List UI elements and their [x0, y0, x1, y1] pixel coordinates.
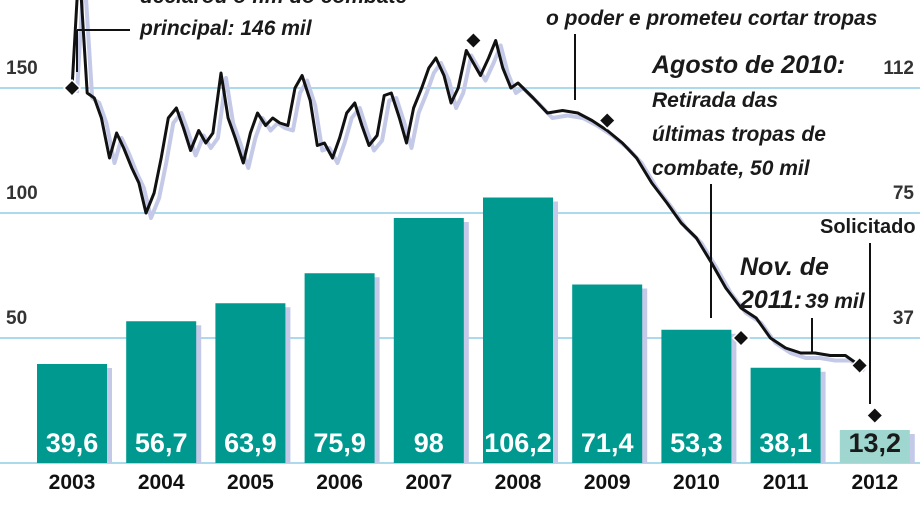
bar-value-label: 106,2: [484, 428, 552, 458]
marker: [731, 328, 751, 348]
annotations: declarou o fim do combate principal: 146…: [76, 0, 916, 404]
right-tick-label: 37: [893, 308, 914, 329]
troop-line-layer: [70, 0, 866, 373]
right-tick-label: 75: [893, 183, 915, 204]
bar-2007: [393, 218, 464, 463]
bar-value-label: 13,2: [849, 428, 902, 458]
bar-value-label: 98: [414, 428, 444, 458]
x-tick-label: 2011: [763, 471, 809, 494]
bar-2003: [37, 364, 107, 463]
bar-2010: [661, 329, 732, 463]
x-tick-label: 2008: [495, 471, 542, 494]
left-tick-label: 50: [6, 308, 27, 329]
bar-value-label: 53,3: [670, 428, 723, 458]
bar-2004: [126, 321, 197, 463]
x-tick-label: 2007: [405, 471, 452, 494]
bar-value-label: 71,4: [581, 428, 634, 458]
annotation-3-body-1: Retirada das: [652, 89, 778, 112]
annotation-4-title-2: 2011:: [739, 286, 802, 314]
x-tick-label: 2012: [851, 471, 898, 494]
bar-2006: [304, 273, 375, 463]
marker: [598, 111, 617, 130]
annotation-4-title-1: Nov. de: [740, 253, 829, 281]
annotation-3-body-3: combate, 50 mil: [652, 157, 811, 180]
right-tick-label: 112: [883, 58, 914, 79]
annotation-2-body: o poder e prometeu cortar tropas: [546, 7, 877, 30]
bar-2005: [215, 303, 286, 463]
annotation-1-title: declarou o fim do combate: [140, 0, 408, 8]
annotation-5: Solicitado: [820, 216, 916, 238]
bar-value-label: 39,6: [46, 428, 99, 458]
markers: [62, 31, 884, 425]
annotation-4-body: 39 mil: [805, 290, 866, 313]
bars: 39,6 2003 56,7 2004 63,9 2005 75,9 2006 98 2007 10…: [37, 197, 915, 494]
marker: [62, 78, 82, 98]
bar-value-label: 38,1: [759, 428, 812, 458]
bar-2012: [839, 430, 910, 463]
annotation-3-title: Agosto de 2010:: [651, 51, 845, 79]
x-tick-label: 2004: [138, 471, 185, 494]
marker: [464, 31, 483, 50]
x-tick-label: 2009: [584, 471, 631, 494]
x-tick-label: 2006: [316, 471, 363, 494]
bar-value-label: 56,7: [135, 428, 188, 458]
bar-value-label: 63,9: [224, 428, 277, 458]
bar-2011: [750, 367, 821, 463]
bar-value-label: 75,9: [313, 428, 366, 458]
marker: [865, 406, 884, 425]
bar-2009: [572, 284, 643, 463]
x-tick-label: 2010: [673, 471, 720, 494]
left-tick-label: 100: [6, 183, 38, 204]
x-tick-label: 2003: [49, 471, 96, 494]
x-tick-label: 2005: [227, 471, 274, 494]
marker: [850, 356, 869, 375]
left-tick-label: 150: [6, 58, 38, 79]
troop-line: [70, 0, 861, 367]
annotation-1-body: principal: 146 mil: [139, 17, 313, 40]
annotation-3-body-2: últimas tropas de: [652, 123, 826, 146]
bar-2008: [483, 197, 553, 463]
